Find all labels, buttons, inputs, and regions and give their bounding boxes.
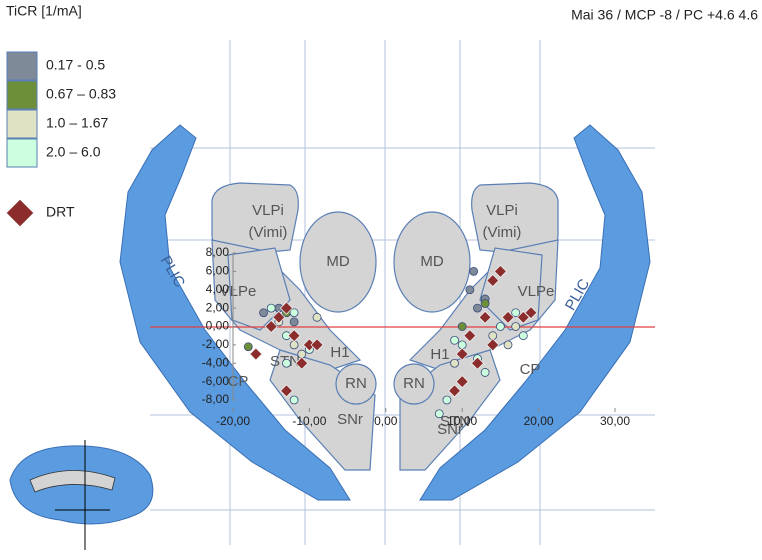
point (282, 358, 291, 368)
region-label: STN (440, 413, 470, 430)
legend-title: TiCR [1/mA] (6, 3, 82, 19)
region-label: SNr (337, 411, 363, 428)
point (455, 347, 469, 361)
y-tick-label: 4,00 (206, 282, 230, 296)
point (463, 329, 477, 343)
point (289, 317, 299, 327)
region-label: (Vimi) (249, 224, 288, 241)
y-tick-label: 6,00 (206, 264, 230, 278)
legend-swatch (6, 109, 38, 139)
point (264, 319, 278, 334)
point (450, 335, 459, 345)
x-tick-label: 10,00 (447, 414, 477, 428)
point (266, 303, 276, 313)
region-label: (Vimi) (483, 224, 522, 241)
x-tick-label: -20,00 (216, 414, 250, 428)
point (486, 338, 500, 352)
point (442, 395, 452, 405)
point (470, 356, 485, 370)
point (493, 264, 507, 278)
point (434, 409, 444, 419)
nuclei (211, 182, 559, 471)
x-tick-label: 20,00 (524, 414, 554, 428)
y-tick-label: -6,00 (202, 374, 230, 388)
point (289, 395, 299, 405)
region-label: RN (403, 375, 425, 392)
point (486, 273, 500, 288)
point (312, 312, 322, 322)
point (480, 368, 490, 377)
y-tick-label: -8,00 (202, 392, 230, 406)
region-label: VLPe (518, 283, 555, 300)
legend-swatch (6, 51, 38, 81)
x-tick-label: 0,00 (374, 414, 398, 428)
region-label: VLPi (486, 202, 518, 219)
legend-swatch (6, 80, 38, 110)
region-label: MD (420, 253, 443, 270)
point (501, 310, 515, 324)
plic-right (419, 124, 651, 501)
y-tick-label: -2,00 (202, 337, 230, 351)
point (279, 301, 294, 315)
point (447, 384, 462, 398)
legend-swatch (6, 138, 38, 168)
region-label: CP (520, 361, 541, 378)
x-tick-label: 30,00 (600, 414, 630, 428)
region-label: VLPe (220, 283, 257, 300)
region-label: RN (345, 375, 367, 392)
point (279, 384, 294, 398)
point (249, 347, 263, 361)
region-label: MD (326, 253, 349, 270)
legend-label: 1.0 – 1.67 (46, 115, 108, 131)
y-tick-label: 8,00 (206, 245, 230, 259)
point (511, 322, 521, 331)
point (495, 322, 505, 331)
point (295, 356, 309, 370)
point (289, 308, 299, 318)
point (503, 340, 513, 350)
point (243, 342, 253, 352)
point (450, 358, 459, 368)
brain-icon (9, 440, 154, 550)
region-label: SNr (437, 421, 463, 438)
point (272, 310, 286, 324)
region-label: CP (228, 373, 249, 390)
legend-label: 0.17 - 0.5 (46, 57, 105, 73)
plic-left (119, 124, 351, 501)
point (478, 310, 492, 324)
point (310, 338, 324, 352)
y-tick-label: 0,00 (206, 319, 230, 333)
subtitle: Mai 36 / MCP -8 / PC +4.6 4.6 (571, 7, 758, 23)
point (287, 329, 301, 343)
point (511, 308, 521, 318)
legend-label: DRT (46, 204, 75, 220)
region-label: H1 (430, 346, 449, 363)
point (469, 266, 479, 276)
point (480, 299, 490, 308)
legend-label: 0.67 – 0.83 (46, 86, 116, 102)
point (518, 331, 528, 341)
x-tick-label: -10,00 (292, 414, 326, 428)
point (455, 375, 469, 389)
region-label: VLPi (252, 202, 284, 219)
legend-label: 2.0 – 6.0 (46, 144, 101, 160)
legend-swatch (5, 198, 35, 228)
region-label: H1 (330, 344, 349, 361)
y-tick-label: -4,00 (202, 355, 230, 369)
point (524, 306, 538, 320)
point (259, 308, 268, 318)
point (473, 303, 482, 313)
y-tick-label: 2,00 (206, 300, 230, 314)
point (465, 285, 475, 295)
point (457, 322, 467, 331)
